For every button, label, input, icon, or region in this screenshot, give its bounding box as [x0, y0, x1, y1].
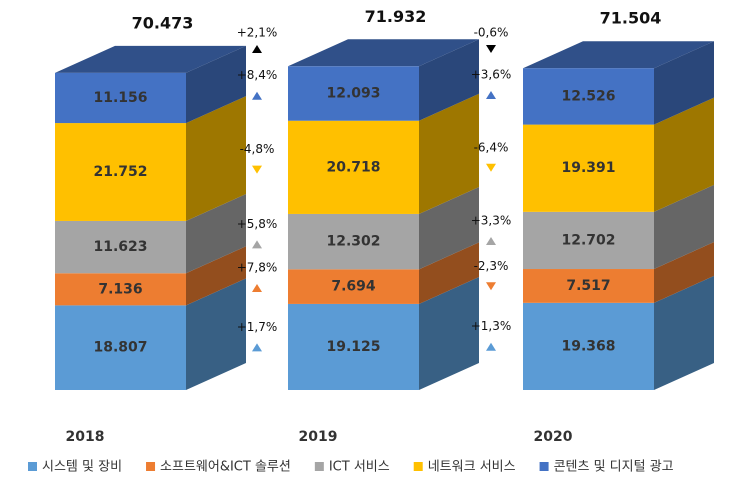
total-change-label: +2,1% [237, 26, 278, 40]
bar-value-label: 18.807 [93, 340, 147, 356]
bar-side [186, 246, 246, 306]
bar [523, 124, 654, 212]
total-label: 71.504 [600, 9, 662, 28]
total-label: 71.932 [365, 7, 427, 26]
bar-value-label: 19.368 [561, 338, 615, 354]
bar [288, 120, 419, 214]
legend-marker [146, 462, 156, 471]
series-change-arrow [486, 90, 496, 99]
bar-value-label: 11.623 [93, 239, 147, 255]
legend-marker [539, 462, 549, 471]
bar-value-label: 7.517 [566, 278, 610, 294]
x-tick-label: 2018 [66, 429, 105, 445]
bar [288, 66, 419, 121]
bar [55, 72, 186, 124]
bar-value-label: 7.136 [98, 281, 142, 297]
bar-side [419, 93, 479, 214]
bar [55, 220, 186, 274]
bar [523, 269, 654, 303]
bar-side [654, 242, 714, 303]
bar-side [419, 242, 479, 304]
bar-value-label: 19.391 [561, 160, 615, 176]
bar-value-label: 19.125 [326, 339, 380, 355]
series-change-label: +7,8% [237, 260, 278, 274]
bar-top [55, 45, 246, 73]
bar [523, 211, 654, 270]
series-change-arrow [486, 237, 496, 246]
bar-side [186, 45, 246, 124]
legend-marker [28, 462, 37, 471]
series-change-label: -6,4% [474, 140, 509, 154]
total-change-arrow [486, 45, 496, 53]
series-change-label: -2,3% [474, 259, 509, 273]
bar [288, 269, 419, 304]
legend-marker [314, 462, 324, 471]
total-label: 70.473 [132, 13, 194, 32]
bar-side [186, 278, 246, 390]
series-change-arrow [252, 283, 262, 292]
bar [523, 302, 654, 390]
bar-value-label: 12.526 [561, 88, 615, 104]
legend-label: 소프트웨어&ICT 솔루션 [160, 460, 291, 475]
series-change-label: -4,8% [240, 142, 275, 156]
series-change-arrow [486, 163, 496, 172]
bar-side [419, 186, 479, 270]
series-change-label: +1,7% [237, 320, 278, 334]
x-tick-label: 2019 [299, 429, 338, 445]
bar-side [654, 97, 714, 212]
series-change-label: +3,6% [471, 67, 512, 81]
series-change-label: +8,4% [237, 68, 278, 82]
legend-label: 네트워크 서비스 [428, 460, 516, 475]
bar-value-label: 20.718 [326, 159, 380, 175]
bar-side [186, 96, 246, 221]
legend-marker [413, 462, 423, 471]
series-change-arrow [486, 282, 496, 291]
series-change-label: +3,3% [471, 214, 512, 228]
bar-value-label: 12.302 [326, 234, 380, 250]
bar-side [654, 41, 714, 125]
series-change-label: +1,3% [471, 319, 512, 333]
series-change-arrow [252, 343, 262, 352]
bar-side [419, 276, 479, 390]
bar-side [186, 193, 246, 274]
bar-side [654, 184, 714, 270]
series-change-arrow [486, 342, 496, 351]
bar-value-label: 21.752 [93, 164, 147, 180]
legend-label: 시스템 및 장비 [42, 460, 122, 475]
bar-value-label: 7.694 [331, 279, 376, 295]
bar [55, 305, 186, 390]
series-change-arrow [252, 240, 262, 249]
bar-top [288, 39, 479, 67]
bar-side [654, 275, 714, 390]
bar-value-label: 12.093 [326, 86, 380, 102]
series-change-arrow [252, 165, 262, 174]
bar-top [523, 41, 714, 69]
series-change-arrow [252, 91, 262, 100]
total-change-label: -0,6% [474, 26, 509, 40]
x-tick-label: 2020 [534, 429, 573, 445]
legend-label: 콘텐츠 및 디지털 광고 [554, 460, 674, 475]
total-change-arrow [252, 45, 262, 53]
bar [55, 123, 186, 221]
bar [288, 213, 419, 270]
bar [55, 273, 186, 306]
legend-label: ICT 서비스 [329, 460, 390, 475]
bar-side [419, 39, 479, 121]
bar-value-label: 11.156 [93, 90, 147, 106]
bar [288, 303, 419, 390]
series-change-label: +5,8% [237, 217, 278, 231]
bar-value-label: 12.702 [561, 232, 615, 248]
bar [523, 68, 654, 125]
